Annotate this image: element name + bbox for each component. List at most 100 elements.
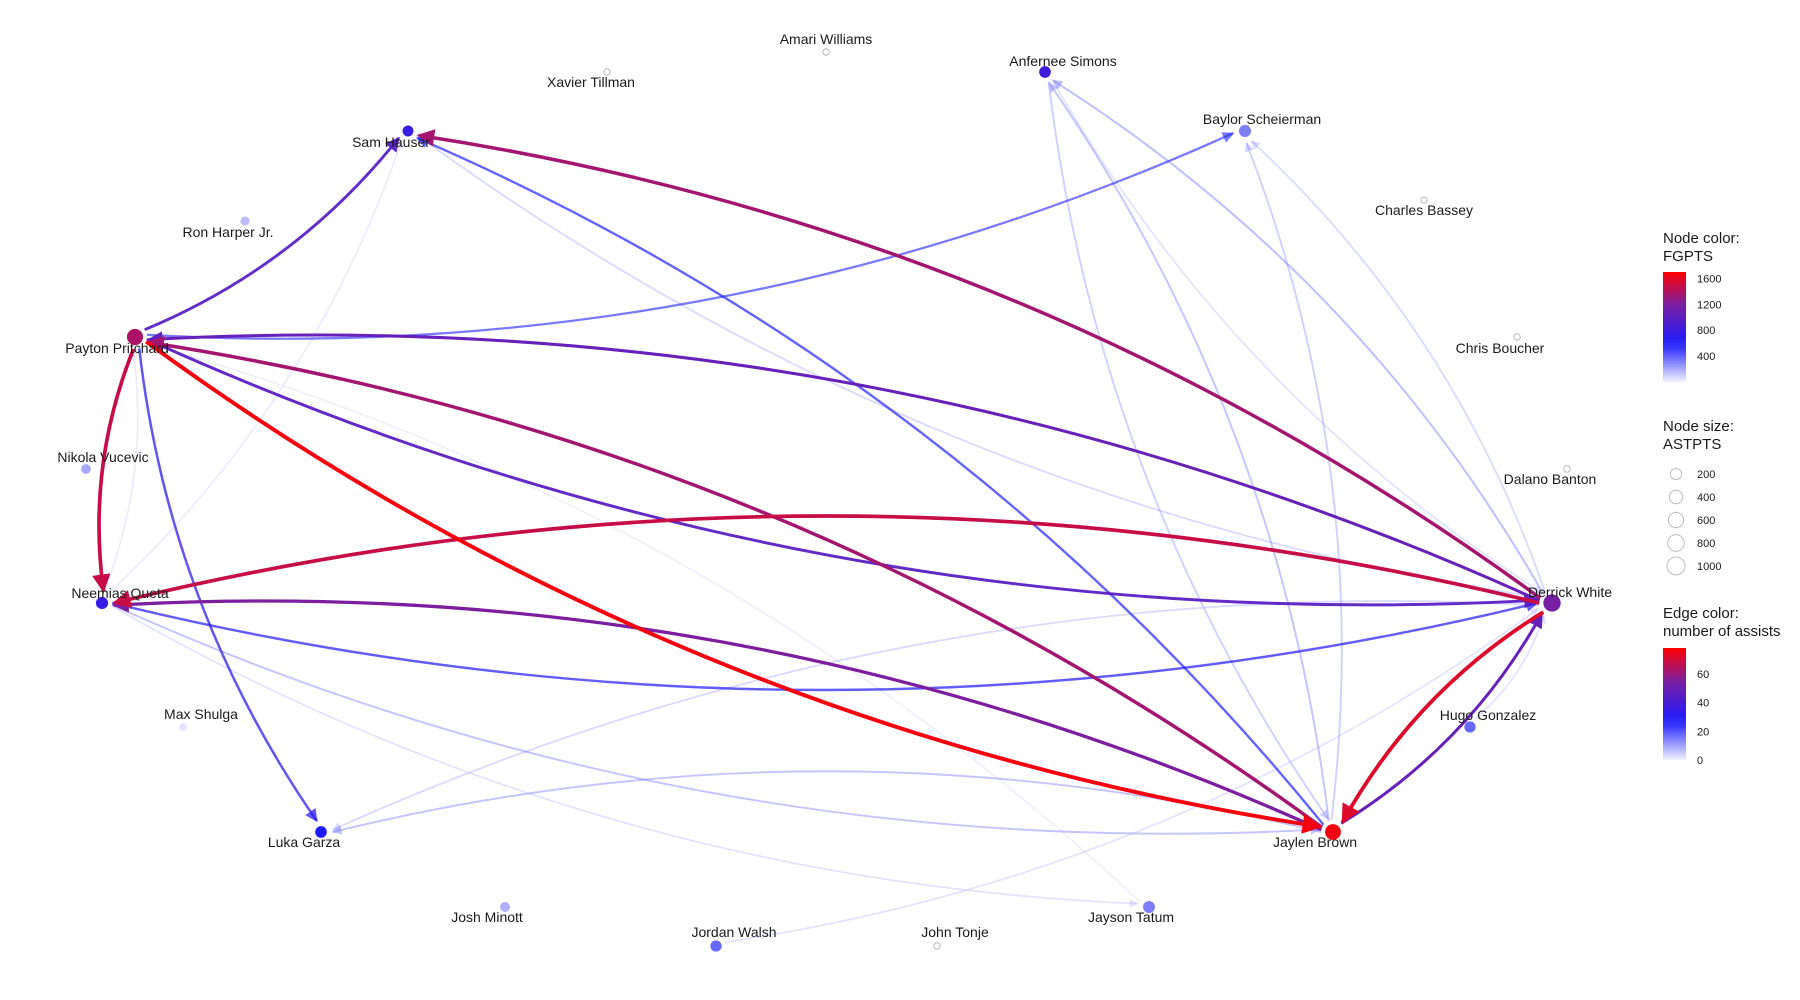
fill-legend-tick-label: 400 — [1697, 351, 1715, 363]
node-charles — [1420, 196, 1428, 204]
node-xavier — [603, 68, 611, 76]
edge-anfernee-to-derrick — [1051, 78, 1543, 594]
edge-legend-tick-label: 0 — [1697, 755, 1703, 767]
node-anfernee — [1039, 66, 1051, 78]
nodes-layer — [81, 48, 1571, 952]
legend-node-size: Node size: ASTPTS 200 400 600 800 1000 — [1663, 418, 1734, 576]
size-legend-key-label: 200 — [1697, 469, 1715, 481]
node-hugo — [1464, 721, 1476, 733]
size-legend-key-circle — [1667, 511, 1685, 529]
edges-layer — [92, 78, 1546, 944]
node-jayson — [1142, 900, 1156, 914]
edge-payton-to-neemias — [92, 348, 136, 593]
size-legend-key-circle — [1669, 467, 1683, 481]
edge-derrick-to-luka — [331, 600, 1540, 831]
legend-edge-color-title-line2: number of assists — [1663, 623, 1781, 640]
node-label-jayson: Jayson Tatum — [1088, 909, 1174, 925]
node-payton — [126, 328, 144, 346]
size-legend-key-label: 400 — [1697, 492, 1715, 504]
edge-neemias-to-payton — [102, 350, 139, 594]
legend-edge-color: Edge color: number of assists 60 40 20 0 — [1663, 605, 1781, 767]
node-jaylen — [1325, 824, 1341, 840]
node-chris — [1513, 333, 1521, 341]
edge-derrick-to-baylor — [1250, 140, 1546, 593]
edge-payton-to-luka — [138, 348, 318, 822]
edge-legend-tick-label: 60 — [1697, 669, 1709, 681]
legend-node-size-title-line1: Node size: — [1663, 418, 1734, 435]
legend-node-color-bar — [1663, 272, 1686, 382]
legend-edge-color-ticks: 60 40 20 0 — [1686, 669, 1709, 767]
size-legend-key-label: 1000 — [1697, 561, 1721, 573]
node-label-xavier: Xavier Tillman — [547, 74, 635, 90]
edge-anfernee-to-jaylen — [1047, 81, 1329, 820]
edge-neemias-to-sam — [106, 139, 404, 596]
size-legend-key-circle — [1668, 489, 1684, 505]
edge-derrick-to-anfernee — [1052, 79, 1545, 595]
edge-legend-tick-label: 20 — [1697, 726, 1709, 738]
node-max — [179, 723, 187, 731]
fill-legend-tick-label: 1200 — [1697, 299, 1721, 311]
legend-node-color-ticks: 1600 1200 800 400 — [1686, 273, 1721, 363]
node-label-payton: Payton Pritchard — [65, 340, 169, 356]
node-label-chris: Chris Boucher — [1456, 340, 1545, 356]
size-legend-key-label: 600 — [1697, 515, 1715, 527]
edge-derrick-to-payton — [147, 331, 1541, 603]
edge-derrick-to-jaylen — [1340, 610, 1545, 824]
fill-legend-tick-label: 800 — [1697, 325, 1715, 337]
node-josh — [500, 902, 510, 912]
edge-payton-to-jaylen — [145, 340, 1323, 834]
node-nikola — [81, 464, 91, 474]
legend-node-color-title-line2: FGPTS — [1663, 248, 1713, 265]
node-dalano — [1563, 465, 1571, 473]
fill-legend-tick-label: 1600 — [1697, 273, 1721, 285]
node-amari — [822, 48, 830, 56]
edge-jaylen-to-anfernee — [1048, 82, 1330, 821]
legend-node-size-title-line2: ASTPTS — [1663, 436, 1721, 453]
edge-jaylen-to-baylor — [1245, 142, 1343, 821]
node-label-neemias: Neemias Queta — [71, 585, 168, 601]
node-label-sam: Sam Hauser — [352, 134, 430, 150]
edge-payton-to-derrick — [146, 337, 1540, 609]
node-sam — [402, 125, 414, 137]
edge-jaylen-to-derrick — [1340, 612, 1544, 825]
edge-derrick-to-sam — [416, 129, 1542, 600]
node-label-ron: Ron Harper Jr. — [182, 224, 273, 240]
edge-jaylen-to-sam — [416, 136, 1325, 826]
edge-jaylen-to-neemias — [112, 596, 1322, 832]
edge-neemias-to-jaylen — [111, 603, 1321, 835]
node-label-jaylen: Jaylen Brown — [1273, 834, 1357, 850]
node-label-amari: Amari Williams — [780, 31, 873, 47]
node-label-josh: Josh Minott — [451, 909, 523, 925]
node-derrick — [1543, 594, 1561, 612]
node-label-jordan: Jordan Walsh — [691, 924, 776, 940]
edge-payton-to-baylor — [146, 132, 1235, 340]
legend-node-color: Node color: FGPTS 1600 1200 800 400 — [1663, 230, 1740, 382]
node-label-luka: Luka Garza — [268, 834, 341, 850]
node-luka — [315, 826, 327, 838]
legend-node-color-title-line1: Node color: — [1663, 230, 1740, 247]
edge-payton-to-sam — [144, 136, 400, 332]
size-legend-key-circle — [1666, 556, 1686, 576]
node-label-john: John Tonje — [921, 924, 989, 940]
node-jordan — [710, 940, 722, 952]
edge-jaylen-to-payton — [146, 336, 1324, 829]
legend-edge-color-bar — [1663, 648, 1686, 760]
node-label-derrick: Derrick White — [1528, 584, 1612, 600]
legend-node-size-keys: 200 400 600 800 1000 — [1666, 467, 1721, 576]
edge-jordan-to-derrick — [724, 607, 1540, 944]
node-label-anfernee: Anfernee Simons — [1009, 53, 1116, 69]
labels-layer: Amari Williams Xavier Tillman Anfernee Sim… — [57, 31, 1612, 940]
node-label-dalano: Dalano Banton — [1504, 471, 1597, 487]
edge-legend-tick-label: 40 — [1697, 698, 1709, 710]
node-label-nikola: Nikola Vucevic — [57, 449, 148, 465]
node-baylor — [1238, 124, 1252, 138]
legend-edge-color-title-line1: Edge color: — [1663, 605, 1739, 622]
node-neemias — [95, 596, 109, 610]
node-label-baylor: Baylor Scheierman — [1203, 111, 1321, 127]
node-label-charles: Charles Bassey — [1375, 202, 1473, 218]
size-legend-key-circle — [1667, 534, 1685, 552]
edge-neemias-to-derrick — [111, 599, 1539, 692]
edge-neemias-to-jayson — [111, 605, 1139, 908]
